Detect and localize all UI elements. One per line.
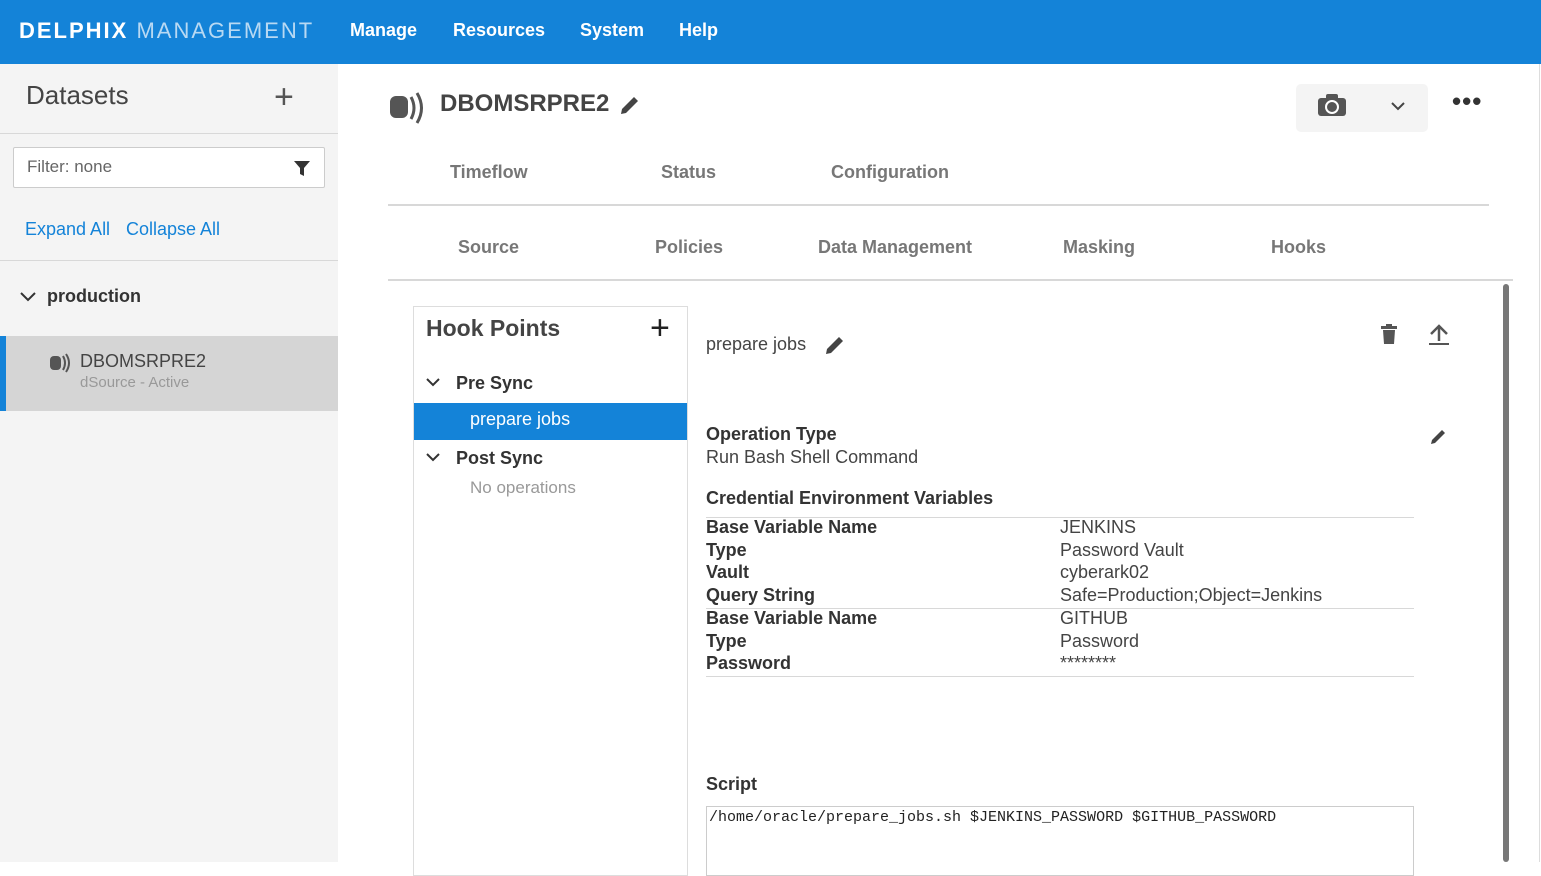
cred-field-label: Base Variable Name — [706, 517, 878, 537]
post-sync-label[interactable]: Post Sync — [456, 448, 544, 468]
cred-field-value: Password Vault — [1060, 540, 1184, 560]
hook-item-prepare-jobs[interactable]: prepare jobs — [414, 403, 687, 440]
brand-logo[interactable]: DELPHIX MANAGEMENT — [19, 18, 315, 43]
chevron-down-icon[interactable] — [1391, 102, 1405, 111]
subtab-data-management[interactable]: Data Management — [818, 237, 973, 257]
cred-field-value: Password — [1060, 631, 1140, 651]
cred-field-value: JENKINS — [1060, 517, 1137, 537]
cred-field-label: Type — [706, 631, 747, 651]
cred-field-label: Type — [706, 540, 747, 560]
dataset-item[interactable]: DBOMSRPRE2 dSource - Active — [0, 336, 338, 411]
cred-field-label: Query String — [706, 585, 816, 605]
collapse-all-link[interactable]: Collapse All — [126, 219, 221, 239]
cred-field-label: Base Variable Name — [706, 608, 878, 628]
top-bar: DELPHIX MANAGEMENT Manage Resources Syst… — [0, 0, 1541, 64]
dsource-icon — [390, 92, 423, 124]
operation-type-value: Run Bash Shell Command — [706, 447, 919, 467]
nav-help[interactable]: Help — [679, 20, 719, 40]
scrollbar[interactable] — [1503, 284, 1509, 862]
hook-name: prepare jobs — [706, 334, 807, 354]
operation-type-label: Operation Type — [706, 424, 837, 444]
sidebar — [0, 64, 338, 862]
pre-sync-label[interactable]: Pre Sync — [456, 373, 534, 393]
camera-icon[interactable] — [1318, 94, 1346, 116]
chevron-down-icon[interactable] — [426, 378, 440, 387]
hook-points-title: Hook Points — [426, 315, 561, 341]
edit-title-icon[interactable] — [619, 94, 641, 116]
edit-operation-icon[interactable] — [1430, 427, 1448, 445]
chevron-down-icon[interactable] — [20, 292, 36, 302]
sidebar-title: Datasets — [26, 80, 129, 110]
filter-icon[interactable] — [294, 161, 310, 176]
tab-configuration[interactable]: Configuration — [831, 162, 949, 182]
subtab-source[interactable]: Source — [458, 237, 520, 257]
subtab-policies[interactable]: Policies — [655, 237, 724, 257]
chevron-down-icon[interactable] — [426, 453, 440, 462]
nav-manage[interactable]: Manage — [350, 20, 418, 40]
snapshot-button-group — [1296, 84, 1428, 132]
delete-icon[interactable] — [1381, 324, 1397, 344]
upload-icon[interactable] — [1428, 324, 1450, 346]
more-options-icon[interactable]: ••• — [1452, 86, 1483, 116]
nav-resources[interactable]: Resources — [453, 20, 546, 40]
subtab-hooks[interactable]: Hooks — [1271, 237, 1327, 257]
dsource-icon — [50, 353, 70, 373]
filter-input[interactable]: Filter: none — [13, 147, 325, 188]
cred-field-value: ******** — [1060, 653, 1117, 673]
expand-all-link[interactable]: Expand All — [25, 219, 111, 239]
cred-field-label: Vault — [706, 562, 750, 582]
no-operations-text: No operations — [470, 478, 576, 497]
subtab-masking[interactable]: Masking — [1063, 237, 1136, 257]
cred-field-value: GITHUB — [1060, 608, 1129, 628]
page-title: DBOMSRPRE2 — [440, 90, 610, 117]
cred-field-value: cyberark02 — [1060, 562, 1150, 582]
script-label: Script — [706, 774, 758, 794]
tab-status[interactable]: Status — [661, 162, 717, 182]
script-textarea[interactable]: /home/oracle/prepare_jobs.sh $JENKINS_PA… — [706, 806, 1414, 876]
credential-env-label: Credential Environment Variables — [706, 488, 994, 508]
hook-points-panel — [413, 306, 688, 876]
group-production[interactable]: production — [47, 286, 141, 306]
add-hook-icon[interactable]: + — [650, 309, 670, 347]
cred-field-value: Safe=Production;Object=Jenkins — [1060, 585, 1323, 605]
edit-hook-name-icon[interactable] — [824, 334, 846, 356]
add-dataset-icon[interactable]: + — [274, 78, 294, 116]
cred-field-label: Password — [706, 653, 792, 673]
tab-timeflow[interactable]: Timeflow — [450, 162, 528, 182]
nav-system[interactable]: System — [580, 20, 645, 40]
